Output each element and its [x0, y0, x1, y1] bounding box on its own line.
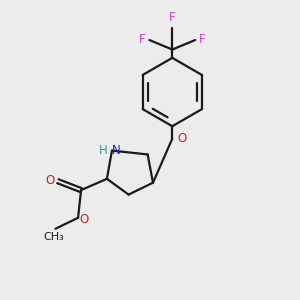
Text: O: O [45, 174, 54, 187]
Text: F: F [139, 33, 146, 46]
Text: H: H [99, 144, 108, 157]
Text: O: O [80, 213, 89, 226]
Text: F: F [199, 33, 206, 46]
Text: N: N [112, 144, 121, 157]
Text: O: O [177, 132, 186, 145]
Text: CH₃: CH₃ [44, 232, 64, 242]
Text: F: F [169, 11, 175, 24]
